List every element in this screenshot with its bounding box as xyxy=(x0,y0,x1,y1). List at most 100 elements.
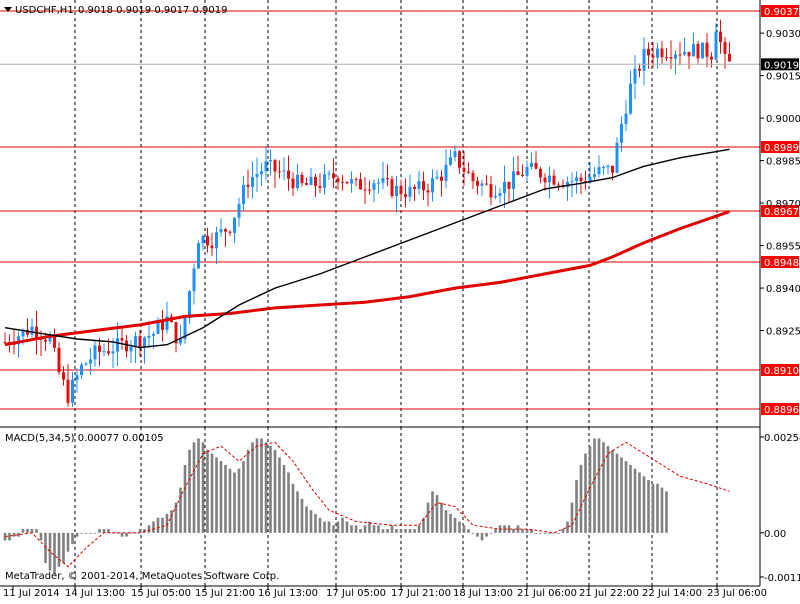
macd-bar xyxy=(422,517,425,533)
candle-body xyxy=(102,351,106,353)
level-price-label: 0.8896 xyxy=(764,405,799,416)
candle-body xyxy=(588,176,592,183)
candle-body xyxy=(665,57,668,59)
macd-bar xyxy=(575,480,578,533)
macd-bar xyxy=(656,483,659,533)
macd-bar xyxy=(305,506,308,533)
candle-body xyxy=(669,57,673,59)
candle-body xyxy=(116,338,119,352)
price-tick-label: 0.8940 xyxy=(766,284,800,295)
macd-bar xyxy=(120,532,124,537)
candle-body xyxy=(156,321,160,334)
candle-body xyxy=(219,229,223,233)
sma-fast-line xyxy=(4,148,730,349)
macd-bar xyxy=(624,461,628,533)
candle-body xyxy=(597,167,601,175)
horizontal-levels[interactable]: 0.9037 0.8989 0.8967 0.8948 0.8910 0.8896 xyxy=(0,5,799,416)
candle-body xyxy=(476,181,479,186)
macd-bar xyxy=(269,446,272,533)
macd-bar xyxy=(165,513,169,533)
candle-body xyxy=(318,185,322,188)
macd-bar xyxy=(620,457,623,533)
macd-bar xyxy=(53,532,56,575)
candle-body xyxy=(710,56,713,60)
candle-body xyxy=(633,68,637,84)
candle-body xyxy=(642,48,646,71)
candle-body xyxy=(278,171,281,173)
candle-body xyxy=(309,176,313,185)
ohlc-values: 0.9018 0.9019 0.9017 0.9019 xyxy=(78,5,228,16)
candle-body xyxy=(188,291,191,318)
candle-body xyxy=(593,174,596,177)
candle-body xyxy=(692,43,695,57)
chart-menu-icon[interactable] xyxy=(4,7,12,12)
macd-bar xyxy=(282,464,286,533)
candle-body xyxy=(147,335,151,338)
candle-body xyxy=(512,171,515,189)
candle-body xyxy=(71,379,74,403)
macd-bar xyxy=(345,521,349,533)
candle-body xyxy=(372,183,376,190)
candle-body xyxy=(228,231,232,233)
macd-bar xyxy=(476,532,479,537)
candle-body xyxy=(26,329,29,335)
candle-body xyxy=(264,161,268,172)
candle-body xyxy=(260,171,263,175)
macd-bar xyxy=(62,532,65,564)
macd-bar xyxy=(386,529,389,533)
macd-bar xyxy=(579,464,583,533)
macd-bar xyxy=(143,529,146,533)
macd-bar xyxy=(192,442,196,533)
candle-body xyxy=(359,179,362,190)
macd-bar xyxy=(80,532,83,534)
macd-bar xyxy=(156,517,160,533)
candle-body xyxy=(458,151,461,168)
macd-bar xyxy=(557,532,560,534)
candle-body xyxy=(183,317,187,340)
candle-body xyxy=(696,43,700,59)
macd-bar xyxy=(489,532,493,534)
macd-bar xyxy=(84,532,88,534)
candle-body xyxy=(201,235,205,244)
macd-bar xyxy=(273,449,277,533)
candle-body xyxy=(615,142,619,173)
candle-body xyxy=(57,347,61,373)
macd-bar xyxy=(611,449,614,533)
macd-tick-label: 0.00 xyxy=(764,529,786,540)
candle-body xyxy=(300,174,304,184)
candle-body xyxy=(395,185,398,196)
macd-bar xyxy=(107,529,110,533)
macd-bar xyxy=(246,449,250,533)
macd-bar xyxy=(264,442,268,533)
level-price-label: 0.8967 xyxy=(764,207,799,218)
candle-body xyxy=(93,345,97,360)
candle-body xyxy=(489,184,493,198)
time-label: 16 Jul 13:00 xyxy=(258,588,318,599)
candle-body xyxy=(606,165,610,168)
macd-bar xyxy=(251,442,254,533)
candle-body xyxy=(399,185,403,195)
candle-body xyxy=(467,171,470,173)
candle-body xyxy=(134,336,137,347)
candle-body xyxy=(444,164,448,181)
macd-bar xyxy=(242,461,245,533)
macd-bar xyxy=(647,480,650,533)
candle-body xyxy=(719,31,722,42)
macd-bar xyxy=(197,438,200,533)
candle-body xyxy=(287,170,290,179)
candle-body xyxy=(242,184,245,205)
macd-bar xyxy=(255,438,259,533)
macd-bar xyxy=(147,525,151,533)
price-tick-label: 0.8925 xyxy=(766,327,800,338)
macd-bar xyxy=(296,491,299,533)
candle-body xyxy=(417,181,421,189)
macd-bar xyxy=(336,521,340,533)
price-tick-label: 0.9030 xyxy=(766,29,800,40)
sma-slow-line xyxy=(4,210,730,347)
candle-body xyxy=(84,363,88,365)
macd-bar xyxy=(363,525,367,533)
time-axis: 11 Jul 2014 14 Jul 13:00 15 Jul 05:00 15 Ju… xyxy=(3,586,767,599)
macd-bar xyxy=(435,495,439,533)
